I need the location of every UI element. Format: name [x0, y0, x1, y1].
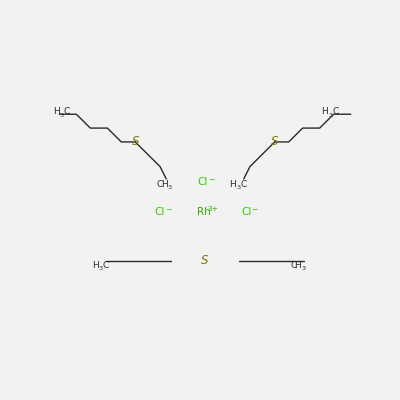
Text: H: H: [294, 261, 301, 270]
Text: C: C: [240, 180, 246, 189]
Text: C: C: [290, 261, 296, 270]
Text: 3+: 3+: [208, 206, 219, 212]
Text: H: H: [229, 180, 236, 189]
Text: S: S: [271, 136, 278, 148]
Text: C: C: [157, 180, 163, 189]
Text: C: C: [332, 107, 338, 116]
Text: 3: 3: [168, 185, 172, 190]
Text: 3: 3: [301, 266, 305, 271]
Text: 3: 3: [60, 113, 64, 118]
Text: Cl: Cl: [241, 207, 252, 217]
Text: H: H: [92, 261, 98, 270]
Text: H: H: [53, 107, 60, 116]
Text: H: H: [321, 107, 328, 116]
Text: Cl: Cl: [154, 207, 165, 217]
Text: −: −: [208, 175, 215, 184]
Text: C: C: [103, 261, 109, 270]
Text: −: −: [252, 205, 258, 214]
Text: 3: 3: [328, 113, 332, 118]
Text: Rh: Rh: [197, 207, 210, 217]
Text: S: S: [201, 254, 209, 267]
Text: −: −: [165, 205, 171, 214]
Text: S: S: [132, 136, 139, 148]
Text: 3: 3: [236, 185, 240, 190]
Text: 3: 3: [99, 266, 103, 271]
Text: H: H: [161, 180, 168, 189]
Text: C: C: [64, 107, 70, 116]
Text: Cl: Cl: [198, 177, 208, 187]
